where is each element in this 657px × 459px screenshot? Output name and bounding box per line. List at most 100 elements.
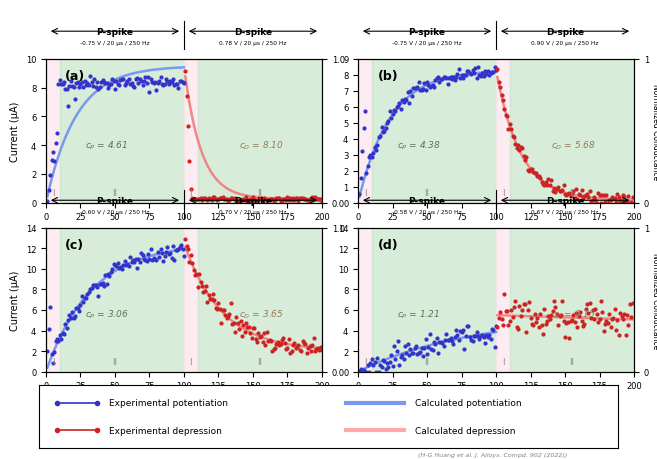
Point (111, 78, 122, 86)
Point (229, 196, 239, 204)
Point (181, 243, 192, 251)
Point (85, 73, 95, 80)
Point (481, 71, 491, 78)
Point (462, 69, 472, 76)
Point (466, 71, 476, 78)
Point (140, 74, 150, 81)
Point (45, 172, 55, 179)
Point (491, 323, 501, 330)
Point (546, 177, 556, 185)
Point (437, 76, 447, 84)
Point (230, 195, 240, 202)
Point (129, 84, 139, 91)
Point (208, 291, 218, 298)
Point (82, 291, 93, 298)
Point (547, 188, 558, 195)
Point (154, 78, 164, 85)
Point (116, 266, 127, 273)
Point (115, 264, 125, 272)
Point (107, 266, 118, 273)
Point (99, 283, 109, 290)
Point (501, 112, 511, 120)
Point (144, 89, 154, 96)
Point (524, 168, 534, 175)
Point (139, 78, 149, 85)
Text: P-spike: P-spike (409, 28, 445, 37)
Point (453, 66, 464, 73)
Point (263, 337, 273, 345)
Point (212, 306, 222, 313)
Point (234, 197, 244, 205)
Point (574, 313, 584, 320)
Point (127, 84, 138, 91)
Point (447, 76, 457, 84)
Text: -0.75 V / 20 μs / 250 Hz: -0.75 V / 20 μs / 250 Hz (392, 41, 462, 45)
Point (444, 336, 455, 343)
Point (285, 350, 296, 357)
Point (175, 78, 185, 86)
Point (43, 326, 54, 333)
Point (489, 64, 500, 71)
Point (177, 246, 188, 253)
Point (164, 251, 174, 258)
Point (267, 348, 277, 355)
Point (551, 186, 562, 194)
Point (596, 199, 606, 207)
Point (409, 345, 420, 352)
Y-axis label: Normalized Conductance: Normalized Conductance (651, 84, 657, 179)
Point (254, 196, 265, 203)
Point (267, 196, 277, 203)
Point (585, 188, 595, 196)
Point (575, 309, 585, 316)
Text: $c_D$ = 8.10: $c_D$ = 8.10 (239, 140, 284, 152)
Point (296, 348, 306, 355)
Point (147, 257, 158, 264)
Point (213, 300, 223, 308)
Point (513, 142, 524, 149)
Point (567, 317, 578, 324)
Point (407, 350, 417, 357)
Text: I: I (502, 189, 504, 198)
Point (412, 84, 422, 92)
Point (372, 141, 382, 149)
Point (457, 329, 467, 336)
Point (376, 124, 387, 131)
Point (591, 199, 602, 207)
Point (143, 74, 153, 81)
Bar (198, 229, 322, 372)
Point (555, 313, 565, 320)
Point (597, 192, 608, 200)
Point (418, 86, 428, 94)
Point (484, 332, 495, 339)
Point (310, 194, 321, 201)
Point (602, 199, 613, 207)
Point (95, 84, 105, 92)
Point (530, 170, 540, 177)
Point (564, 335, 574, 342)
Point (522, 307, 533, 314)
Point (389, 342, 399, 350)
Point (184, 158, 194, 165)
Point (623, 322, 634, 329)
Point (118, 76, 129, 84)
Point (102, 85, 113, 92)
Point (199, 195, 210, 202)
Point (193, 196, 203, 203)
Text: I: I (52, 189, 54, 198)
Point (101, 281, 112, 288)
Point (56, 336, 66, 343)
Point (518, 153, 529, 161)
Point (141, 80, 152, 87)
Point (177, 79, 188, 87)
Point (360, 108, 371, 116)
Point (68, 314, 79, 322)
Point (212, 197, 222, 204)
Point (224, 310, 235, 318)
Point (93, 293, 104, 300)
Point (576, 186, 587, 194)
Point (517, 145, 528, 152)
Point (413, 350, 424, 358)
Point (245, 330, 256, 337)
Point (91, 282, 101, 289)
Point (298, 196, 308, 203)
